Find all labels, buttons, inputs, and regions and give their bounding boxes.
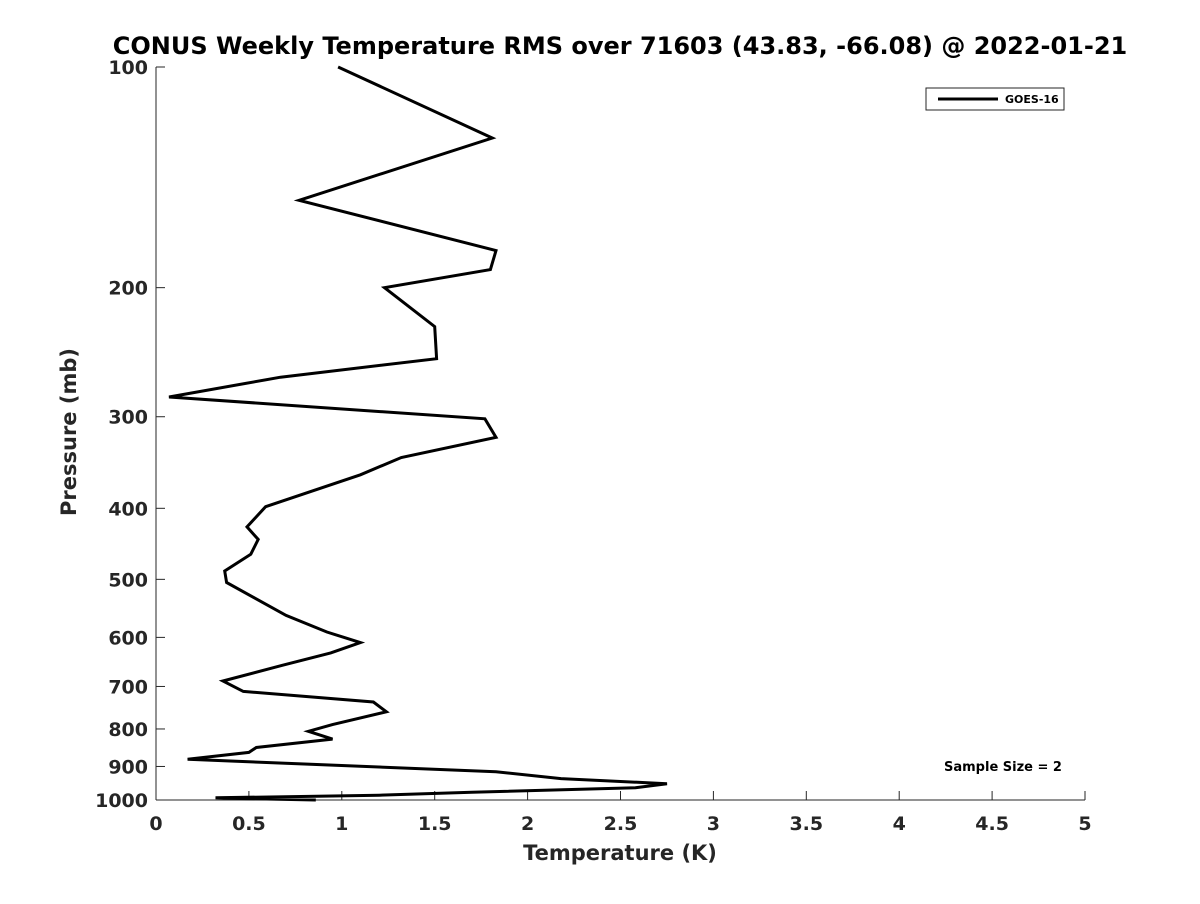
series-layer xyxy=(168,65,668,802)
x-tick-label: 2.5 xyxy=(604,813,638,835)
y-tick-label: 900 xyxy=(108,756,148,778)
series-line xyxy=(168,65,668,802)
x-tick-label: 4 xyxy=(893,813,906,835)
y-tick-label: 300 xyxy=(108,407,148,429)
x-axis-title: Temperature (K) xyxy=(523,841,717,865)
x-tick-label: 0 xyxy=(149,813,162,835)
y-axis-title: Pressure (mb) xyxy=(57,348,81,516)
x-tick-label: 4.5 xyxy=(975,813,1009,835)
y-tick-label: 600 xyxy=(108,627,148,649)
y-tick-label: 400 xyxy=(108,498,148,520)
x-tick-label: 3.5 xyxy=(789,813,823,835)
axes: 0 0.5 1 1.5 2 2.5 3 3.5 4 4.5 5 100 200 300 400 500 600 7… xyxy=(95,57,1092,835)
y-tick-label: 200 xyxy=(108,278,148,300)
y-tick-label: 700 xyxy=(108,676,148,698)
sample-size-annotation: Sample Size = 2 xyxy=(944,760,1062,775)
legend: GOES-16 xyxy=(925,87,1065,111)
x-tick-label: 2 xyxy=(521,813,534,835)
legend-label: GOES-16 xyxy=(1005,93,1059,106)
x-tick-label: 3 xyxy=(707,813,720,835)
x-tick-label: 0.5 xyxy=(232,813,266,835)
chart-title: CONUS Weekly Temperature RMS over 71603 … xyxy=(113,32,1127,60)
y-tick-label: 800 xyxy=(108,719,148,741)
x-tick-label: 5 xyxy=(1078,813,1091,835)
y-tick-label: 100 xyxy=(108,57,148,79)
y-tick-label: 1000 xyxy=(95,790,148,812)
x-tick-label: 1 xyxy=(335,813,348,835)
x-tick-label: 1.5 xyxy=(418,813,452,835)
y-tick-label: 500 xyxy=(108,569,148,591)
